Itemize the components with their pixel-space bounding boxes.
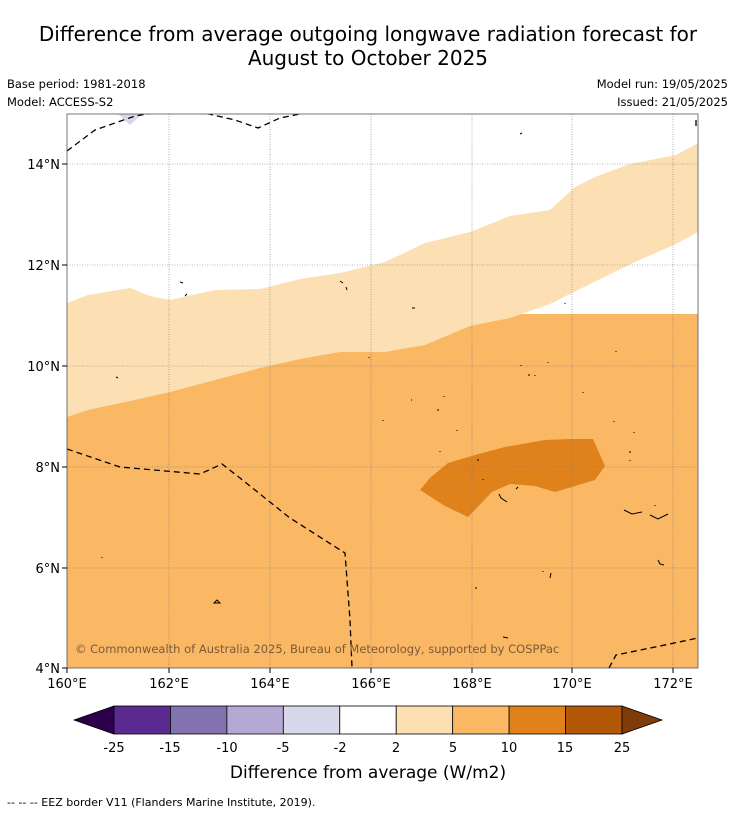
title-line-2: August to October 2025 bbox=[247, 46, 489, 70]
colorbar-label: Difference from average (W/m2) bbox=[230, 763, 506, 783]
lat-label: 8°N bbox=[36, 461, 61, 476]
model-name: Model: ACCESS-S2 bbox=[7, 95, 114, 109]
title-line-1: Difference from average outgoing longwav… bbox=[38, 22, 698, 46]
lon-label: 162°E bbox=[149, 677, 189, 692]
colorbar-tick: 25 bbox=[614, 741, 631, 756]
lon-label: 164°E bbox=[250, 677, 290, 692]
colorbar-swatch bbox=[339, 705, 397, 735]
colorbar-swatch bbox=[113, 705, 171, 735]
map-plot-area: © Commonwealth of Australia 2025, Bureau… bbox=[67, 114, 698, 668]
lon-label: 170°E bbox=[552, 677, 592, 692]
model-run: Model run: 19/05/2025 bbox=[596, 77, 728, 91]
colorbar-swatches bbox=[72, 705, 664, 735]
colorbar-tick: 10 bbox=[501, 741, 518, 756]
lon-label: 166°E bbox=[351, 677, 391, 692]
anomaly-region-10-15 bbox=[420, 439, 605, 517]
colorbar-tick: -15 bbox=[159, 741, 180, 756]
colorbar-tick: 2 bbox=[392, 741, 400, 756]
lat-label: 14°N bbox=[27, 158, 60, 173]
anomaly-region-negative bbox=[118, 114, 142, 125]
colorbar-tick: 15 bbox=[557, 741, 574, 756]
eez-borders bbox=[67, 114, 698, 668]
lon-label: 160°E bbox=[47, 677, 87, 692]
colorbar-tick: -5 bbox=[277, 741, 290, 756]
colorbar-swatch bbox=[565, 705, 623, 735]
lat-label: 10°N bbox=[27, 360, 60, 375]
lon-labels: 160°E 162°E 164°E 166°E 168°E 170°E 172°… bbox=[47, 677, 693, 692]
issued-date: Issued: 21/05/2025 bbox=[617, 95, 728, 109]
axis-ticks bbox=[62, 163, 674, 673]
colorbar-swatch bbox=[395, 705, 454, 735]
lat-label: 12°N bbox=[27, 259, 60, 274]
colorbar-tick-labels: -25 -15 -10 -5 -2 2 5 10 15 25 bbox=[103, 741, 630, 756]
anomaly-region-2-5 bbox=[67, 143, 698, 417]
lat-label: 6°N bbox=[36, 562, 61, 577]
base-period: Base period: 1981-2018 bbox=[7, 77, 146, 91]
colorbar-swatch bbox=[282, 705, 341, 735]
islands bbox=[101, 132, 669, 639]
colorbar-tick: -10 bbox=[216, 741, 237, 756]
lat-label: 4°N bbox=[36, 662, 61, 677]
colorbar-over-arrow bbox=[621, 705, 664, 735]
chart-title: Difference from average outgoing longwav… bbox=[0, 22, 736, 70]
graticule bbox=[67, 114, 698, 668]
map-frame bbox=[66, 113, 699, 669]
lon-label: 168°E bbox=[452, 677, 492, 692]
lon-label: 172°E bbox=[653, 677, 693, 692]
colorbar-tick: -2 bbox=[334, 741, 347, 756]
colorbar-swatch bbox=[508, 705, 566, 735]
lat-labels: 14°N 12°N 10°N 8°N 6°N 4°N bbox=[27, 158, 60, 677]
colorbar-swatch bbox=[226, 705, 284, 735]
meta-left: Base period: 1981-2018 Model: ACCESS-S2 bbox=[7, 75, 146, 111]
colorbar-under-arrow bbox=[72, 705, 115, 735]
colorbar-tick: 5 bbox=[449, 741, 457, 756]
colorbar-swatch bbox=[452, 705, 510, 735]
copyright-notice: © Commonwealth of Australia 2025, Bureau… bbox=[75, 642, 559, 656]
colorbar: -25 -15 -10 -5 -2 2 5 10 15 25 Differenc… bbox=[72, 705, 664, 783]
meta-right: Model run: 19/05/2025 Issued: 21/05/2025 bbox=[597, 75, 728, 111]
colorbar-tick: -25 bbox=[103, 741, 124, 756]
eez-footnote: -- -- -- EEZ border V11 (Flanders Marine… bbox=[7, 796, 316, 809]
colorbar-swatch bbox=[170, 705, 228, 735]
